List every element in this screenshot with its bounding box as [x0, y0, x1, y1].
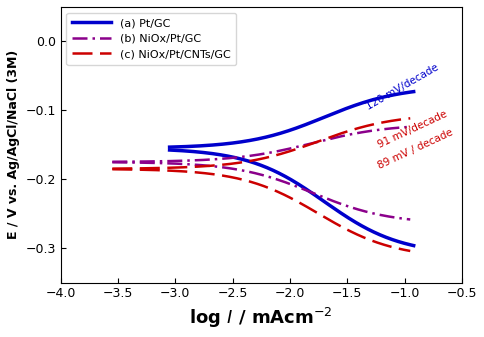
- Text: 91 mV/decade: 91 mV/decade: [376, 109, 448, 150]
- Legend: (a) Pt/GC, (b) NiOx/Pt/GC, (c) NiOx/Pt/CNTs/GC: (a) Pt/GC, (b) NiOx/Pt/GC, (c) NiOx/Pt/C…: [66, 12, 236, 65]
- Text: 120 mV/decade: 120 mV/decade: [364, 63, 440, 112]
- Text: 89 mV / decade: 89 mV / decade: [376, 127, 454, 171]
- Y-axis label: E / V vs. Ag/AgCl/NaCl (3M): E / V vs. Ag/AgCl/NaCl (3M): [7, 50, 20, 239]
- X-axis label: log $I$ / mAcm$^{-2}$: log $I$ / mAcm$^{-2}$: [189, 306, 333, 330]
